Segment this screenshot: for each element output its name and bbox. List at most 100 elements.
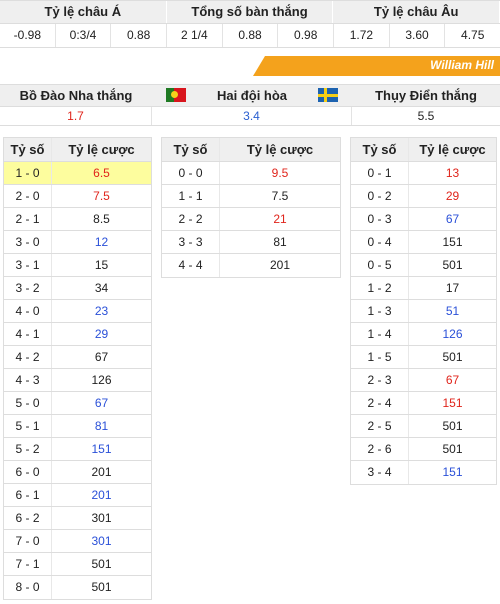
score-cell: 4 - 0: [4, 300, 52, 322]
score-cell: 2 - 1: [4, 208, 52, 230]
score-odds-cell: 126: [442, 327, 463, 341]
draw-label: Hai đội hòa: [216, 88, 288, 103]
score-odds-cell: 501: [91, 580, 112, 594]
score-row: 6 - 1 201: [4, 484, 151, 507]
score-row: 1 - 4 126: [351, 323, 496, 346]
odds-column-header: Tỷ lệ cược: [246, 142, 314, 157]
score-odds-cell: 81: [94, 419, 109, 433]
match-result-header: Bồ Đào Nha thắng Hai đội hòa Thụy Điển t…: [0, 84, 500, 106]
score-cell: 2 - 0: [4, 185, 52, 207]
score-odds-cell: 7.5: [271, 189, 289, 203]
score-row: 2 - 6 501: [351, 438, 496, 461]
score-odds-cell: 13: [445, 166, 460, 180]
score-row: 2 - 3 67: [351, 369, 496, 392]
score-odds-cell: 301: [91, 511, 112, 525]
score-cell: 6 - 1: [4, 484, 52, 506]
score-odds-cell: 501: [91, 557, 112, 571]
home-win-label: Bồ Đào Nha thắng: [19, 88, 133, 103]
portugal-flag-icon: [166, 88, 186, 102]
score-row: 0 - 2 29: [351, 185, 496, 208]
european-odds-value: 3.60: [390, 24, 446, 47]
score-cell: 3 - 0: [4, 231, 52, 253]
score-odds-cell: 7.5: [93, 189, 110, 203]
score-odds-cell: 34: [94, 281, 109, 295]
score-row: 3 - 1 15: [4, 254, 151, 277]
score-row: 0 - 1 13: [351, 162, 496, 185]
home-win-header: Bồ Đào Nha thắng: [0, 85, 152, 106]
score-cell: 0 - 0: [162, 162, 220, 184]
score-odds-cell: 23: [94, 304, 109, 318]
score-row: 7 - 1 501: [4, 553, 151, 576]
score-odds-cell: 15: [94, 258, 109, 272]
score-cell: 0 - 1: [351, 162, 409, 184]
score-row: 0 - 3 67: [351, 208, 496, 231]
score-row: 5 - 2 151: [4, 438, 151, 461]
score-cell: 1 - 5: [351, 346, 409, 368]
score-table-header: Tỷ số Tỷ lệ cược: [4, 138, 151, 162]
score-cell: 2 - 5: [351, 415, 409, 437]
score-cell: 6 - 2: [4, 507, 52, 529]
away-win-scores-table: Tỷ số Tỷ lệ cược 0 - 1 13 0 - 2 29 0 - 3 67 0 …: [350, 137, 497, 485]
score-odds-cell: 67: [94, 350, 109, 364]
score-column-header: Tỷ số: [162, 138, 220, 161]
home-win-odds: 1.7: [0, 107, 152, 125]
bookmaker-banner: William Hill: [253, 56, 500, 76]
match-result-odds-row: 1.7 3.4 5.5: [0, 106, 500, 126]
score-odds-cell: 12: [94, 235, 109, 249]
score-odds-cell: 201: [269, 258, 291, 272]
score-table-header: Tỷ số Tỷ lệ cược: [162, 138, 340, 162]
score-odds-cell: 501: [442, 442, 463, 456]
asian-odds-value: 0:3/4: [56, 24, 112, 47]
score-cell: 3 - 1: [4, 254, 52, 276]
home-win-scores-table: Tỷ số Tỷ lệ cược 1 - 0 6.5 2 - 0 7.5 2 - 1 8.…: [3, 137, 152, 600]
away-win-header: Thụy Điển thắng: [352, 85, 500, 106]
score-odds-cell: 9.5: [271, 166, 289, 180]
odds-column-header: Tỷ lệ cược: [68, 142, 135, 157]
score-odds-cell: 501: [442, 258, 463, 272]
score-row: 1 - 1 7.5: [162, 185, 340, 208]
score-row: 1 - 2 17: [351, 277, 496, 300]
score-cell: 1 - 0: [4, 162, 52, 184]
score-odds-cell: 29: [445, 189, 460, 203]
score-odds-cell: 126: [91, 373, 112, 387]
score-table-header: Tỷ số Tỷ lệ cược: [351, 138, 496, 162]
score-row: 2 - 5 501: [351, 415, 496, 438]
score-odds-cell: 29: [94, 327, 109, 341]
score-odds-cell: 201: [91, 488, 112, 502]
score-row: 2 - 4 151: [351, 392, 496, 415]
score-cell: 2 - 2: [162, 208, 220, 230]
score-cell: 5 - 0: [4, 392, 52, 414]
european-odds-header: Tỷ lệ châu Âu: [333, 1, 500, 23]
score-cell: 4 - 1: [4, 323, 52, 345]
score-row: 0 - 5 501: [351, 254, 496, 277]
score-row: 2 - 0 7.5: [4, 185, 151, 208]
score-cell: 1 - 1: [162, 185, 220, 207]
total-goals-value: 0.98: [278, 24, 335, 47]
asian-odds-value: 0.88: [111, 24, 168, 47]
score-row: 3 - 4 151: [351, 461, 496, 484]
score-row: 8 - 0 501: [4, 576, 151, 599]
score-row: 1 - 0 6.5: [4, 162, 151, 185]
score-cell: 5 - 2: [4, 438, 52, 460]
score-odds-cell: 151: [91, 442, 112, 456]
european-odds-value: 4.75: [461, 28, 485, 42]
away-win-label: Thụy Điển thắng: [375, 88, 477, 103]
score-cell: 1 - 3: [351, 300, 409, 322]
score-row: 2 - 1 8.5: [4, 208, 151, 231]
score-odds-cell: 501: [442, 419, 463, 433]
score-odds-cell: 151: [442, 465, 463, 479]
score-column-header: Tỷ số: [351, 138, 409, 161]
score-row: 2 - 2 21: [162, 208, 340, 231]
odds-summary-row: -0.98 0:3/4 0.88 2 1/4 0.88 0.98 1.72 3.…: [0, 24, 500, 48]
score-cell: 3 - 2: [4, 277, 52, 299]
total-goals-value: 0.88: [223, 24, 279, 47]
score-odds-cell: 67: [445, 373, 460, 387]
score-cell: 1 - 2: [351, 277, 409, 299]
score-cell: 7 - 1: [4, 553, 52, 575]
score-cell: 2 - 4: [351, 392, 409, 414]
score-odds-cell: 301: [91, 534, 112, 548]
score-odds-cell: 67: [445, 212, 460, 226]
score-row: 0 - 4 151: [351, 231, 496, 254]
score-odds-cell: 51: [445, 304, 460, 318]
asian-odds-header: Tỷ lệ châu Á: [0, 1, 167, 23]
